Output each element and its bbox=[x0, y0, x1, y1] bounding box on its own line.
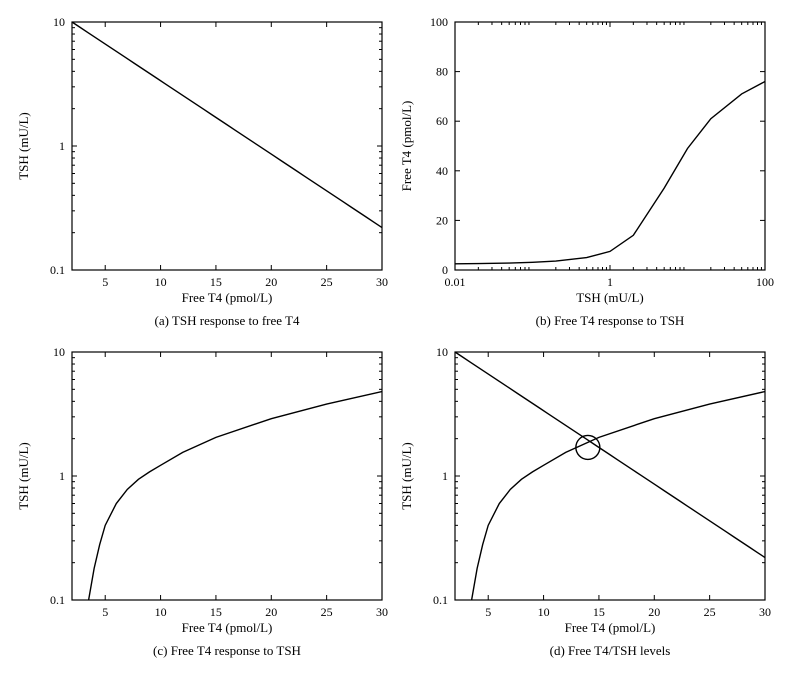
y-tick-label: 60 bbox=[436, 114, 448, 128]
y-tick-label: 20 bbox=[436, 213, 448, 227]
x-tick-label: 5 bbox=[102, 275, 108, 289]
x-axis-label: Free T4 (pmol/L) bbox=[564, 620, 655, 635]
panel-a: 5 10 15 20 25 30 0.1 1 10 Free T4 (pmol/L) TSH (mU… bbox=[10, 10, 393, 340]
x-tick-label: 10 bbox=[537, 605, 549, 619]
x-tick-label: 30 bbox=[759, 605, 771, 619]
panel-d: 5 10 15 20 25 30 0.1 1 10 Free T4 (pmol/L) TSH (mU… bbox=[393, 340, 776, 670]
x-axis-label: Free T4 (pmol/L) bbox=[182, 290, 273, 305]
curve-0 bbox=[89, 391, 382, 599]
x-tick-label: 20 bbox=[265, 605, 277, 619]
x-tick-label: 0.01 bbox=[444, 275, 465, 289]
plot-frame bbox=[455, 352, 765, 600]
y-tick-label: 100 bbox=[430, 15, 448, 29]
x-tick-label: 15 bbox=[592, 605, 604, 619]
x-tick-label: 100 bbox=[756, 275, 774, 289]
y-axis-label: TSH (mU/L) bbox=[16, 112, 31, 180]
x-axis-label: TSH (mU/L) bbox=[576, 290, 644, 305]
curve-0 bbox=[72, 22, 382, 228]
y-tick-label: 10 bbox=[53, 345, 65, 359]
plot-frame bbox=[455, 22, 765, 270]
panel-c: 5 10 15 20 25 30 0.1 1 10 Free T4 (pmol/L) TSH (mU… bbox=[10, 340, 393, 670]
panel-caption: (a) TSH response to free T4 bbox=[154, 313, 300, 328]
y-tick-label: 80 bbox=[436, 65, 448, 79]
x-tick-label: 30 bbox=[376, 605, 388, 619]
x-tick-label: 1 bbox=[607, 275, 613, 289]
x-tick-label: 10 bbox=[155, 605, 167, 619]
panel-caption: (d) Free T4/TSH levels bbox=[549, 643, 670, 658]
plot-frame bbox=[72, 352, 382, 600]
x-tick-label: 5 bbox=[102, 605, 108, 619]
y-tick-label: 1 bbox=[59, 139, 65, 153]
intersection-marker-icon bbox=[575, 435, 599, 459]
x-tick-label: 20 bbox=[648, 605, 660, 619]
y-axis-label: Free T4 (pmol/L) bbox=[399, 101, 414, 192]
chart-grid: 510152025300.1110Free T4 (pmol/L)TSH (mU… bbox=[10, 10, 775, 669]
panel-b: 0.01 1 100 0 20 40 60 80 100 TSH (mU/L) Free T4 (p… bbox=[393, 10, 776, 340]
x-tick-label: 10 bbox=[155, 275, 167, 289]
y-tick-label: 0.1 bbox=[50, 263, 65, 277]
y-axis-label: TSH (mU/L) bbox=[16, 442, 31, 510]
y-tick-label: 0.1 bbox=[433, 593, 448, 607]
y-tick-label: 1 bbox=[442, 469, 448, 483]
x-tick-label: 5 bbox=[485, 605, 491, 619]
curve-0 bbox=[455, 82, 765, 264]
plot-frame bbox=[72, 22, 382, 270]
x-tick-label: 15 bbox=[210, 605, 222, 619]
x-tick-label: 25 bbox=[703, 605, 715, 619]
y-tick-label: 40 bbox=[436, 164, 448, 178]
x-axis-label: Free T4 (pmol/L) bbox=[182, 620, 273, 635]
x-tick-label: 20 bbox=[265, 275, 277, 289]
curve-1 bbox=[471, 391, 764, 599]
panel-caption: (b) Free T4 response to TSH bbox=[535, 313, 684, 328]
x-tick-label: 25 bbox=[321, 275, 333, 289]
curve-0 bbox=[455, 352, 765, 558]
y-tick-label: 0.1 bbox=[50, 593, 65, 607]
y-tick-label: 0 bbox=[442, 263, 448, 277]
x-tick-label: 25 bbox=[321, 605, 333, 619]
panel-caption: (c) Free T4 response to TSH bbox=[153, 643, 301, 658]
y-tick-label: 10 bbox=[53, 15, 65, 29]
y-tick-label: 1 bbox=[59, 469, 65, 483]
x-tick-label: 30 bbox=[376, 275, 388, 289]
y-tick-label: 10 bbox=[436, 345, 448, 359]
x-tick-label: 15 bbox=[210, 275, 222, 289]
y-axis-label: TSH (mU/L) bbox=[399, 442, 414, 510]
